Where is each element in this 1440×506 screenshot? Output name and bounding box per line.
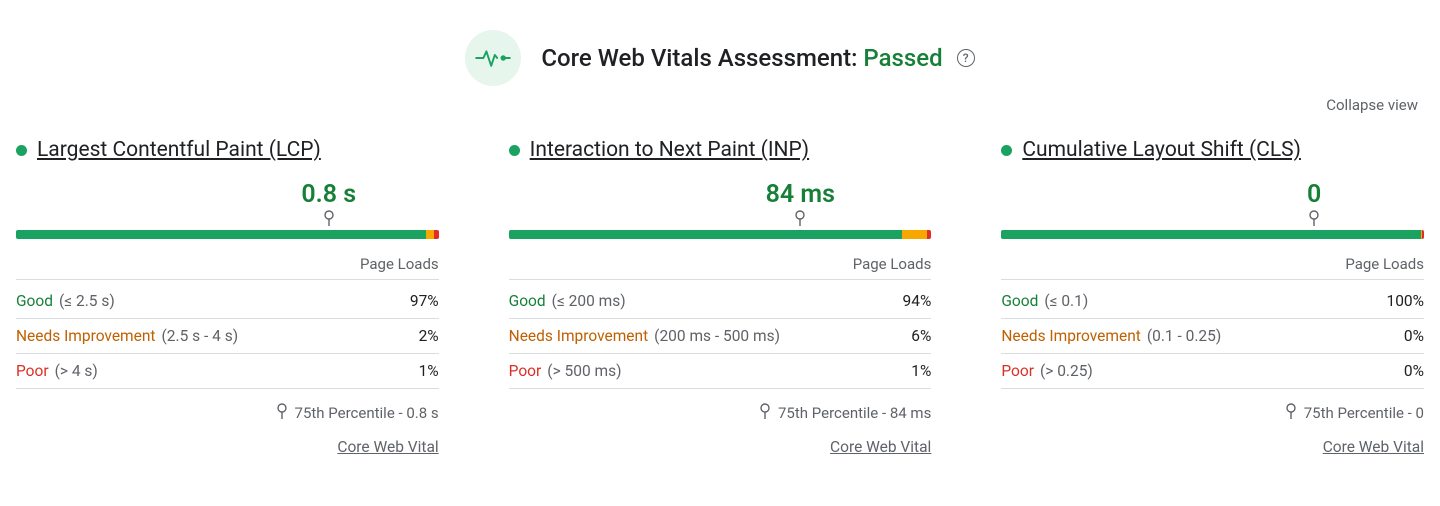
metrics-grid: Largest Contentful Paint (LCP) 0.8 s Page … <box>10 138 1430 456</box>
segment-good <box>509 230 902 239</box>
status-dot <box>509 145 520 156</box>
pulse-icon <box>475 46 511 70</box>
percentile-pin-icon <box>1286 403 1296 423</box>
percentile-pin-icon <box>760 403 770 423</box>
range-row-good: Good (≤ 200 ms) 94% <box>509 284 932 319</box>
status-dot <box>1001 145 1012 156</box>
range-name: Needs Improvement <box>1001 327 1141 345</box>
range-threshold: (≤ 0.1) <box>1044 292 1088 310</box>
assessment-status: Passed <box>863 44 942 72</box>
segment-good <box>1001 230 1420 239</box>
range-pct: 0% <box>1404 327 1424 345</box>
marker-zone: 84 ms <box>509 180 932 230</box>
metric-name-link[interactable]: Largest Contentful Paint (LCP) <box>37 138 321 162</box>
range-name: Needs Improvement <box>509 327 649 345</box>
range-threshold: (> 500 ms) <box>547 362 621 380</box>
core-web-vital-link[interactable]: Core Web Vital <box>337 438 438 456</box>
metric-value: 84 ms <box>766 180 835 209</box>
range-name: Poor <box>16 362 49 380</box>
segment-poor <box>434 230 438 239</box>
collapse-row: Collapse view <box>10 91 1430 138</box>
status-dot <box>16 145 27 156</box>
range-pct: 2% <box>419 327 439 345</box>
core-web-vital-link[interactable]: Core Web Vital <box>830 438 931 456</box>
range-name: Poor <box>509 362 542 380</box>
percentile-text: 75th Percentile - 0.8 s <box>295 404 439 422</box>
range-name: Good <box>16 292 53 310</box>
help-icon[interactable]: ? <box>957 49 975 67</box>
range-row-poor: Poor (> 4 s) 1% <box>16 354 439 389</box>
core-web-vital-link[interactable]: Core Web Vital <box>1323 438 1424 456</box>
range-row-good: Good (≤ 2.5 s) 97% <box>16 284 439 319</box>
page-loads-header: Page Loads <box>1001 239 1424 280</box>
range-pct: 0% <box>1404 362 1424 380</box>
range-threshold: (200 ms - 500 ms) <box>654 327 780 345</box>
metric-card-lcp: Largest Contentful Paint (LCP) 0.8 s Page … <box>16 138 439 456</box>
metric-name-link[interactable]: Cumulative Layout Shift (CLS) <box>1022 138 1301 162</box>
range-row-poor: Poor (> 0.25) 0% <box>1001 354 1424 389</box>
range-pct: 97% <box>410 292 439 310</box>
range-pct: 1% <box>911 362 931 380</box>
range-threshold: (> 4 s) <box>55 362 98 380</box>
percentile-row: 75th Percentile - 84 ms <box>509 389 932 431</box>
collapse-view-link[interactable]: Collapse view <box>1326 96 1418 114</box>
range-name: Good <box>1001 292 1038 310</box>
marker-zone: 0.8 s <box>16 180 439 230</box>
metric-card-inp: Interaction to Next Paint (INP) 84 ms Page… <box>509 138 932 456</box>
marker-pin-icon <box>795 210 805 230</box>
range-pct: 100% <box>1386 292 1424 310</box>
segment-good <box>16 230 426 239</box>
metric-card-cls: Cumulative Layout Shift (CLS)0 Page Loads… <box>1001 138 1424 456</box>
range-row-need: Needs Improvement (200 ms - 500 ms) 6% <box>509 319 932 354</box>
assessment-title: Core Web Vitals Assessment: Passed ? <box>541 44 974 72</box>
range-threshold: (≤ 200 ms) <box>552 292 626 310</box>
range-pct: 1% <box>419 362 439 380</box>
page-loads-header: Page Loads <box>16 239 439 280</box>
metric-value: 0.8 s <box>301 180 356 209</box>
percentile-row: 75th Percentile - 0.8 s <box>16 389 439 431</box>
distribution-bar <box>16 230 439 239</box>
range-name: Needs Improvement <box>16 327 156 345</box>
range-row-poor: Poor (> 500 ms) 1% <box>509 354 932 389</box>
marker-pin-icon <box>1309 210 1319 230</box>
distribution-bar <box>1001 230 1424 239</box>
range-row-good: Good (≤ 0.1) 100% <box>1001 284 1424 319</box>
percentile-row: 75th Percentile - 0 <box>1001 389 1424 431</box>
range-pct: 94% <box>903 292 932 310</box>
segment-need <box>426 230 434 239</box>
marker-zone: 0 <box>1001 180 1424 230</box>
range-name: Poor <box>1001 362 1034 380</box>
percentile-text: 75th Percentile - 84 ms <box>778 404 931 422</box>
range-threshold: (0.1 - 0.25) <box>1147 327 1221 345</box>
segment-need <box>902 230 927 239</box>
assessment-title-prefix: Core Web Vitals Assessment: <box>541 44 857 72</box>
metric-value: 0 <box>1307 180 1321 209</box>
segment-poor <box>1422 230 1424 239</box>
percentile-pin-icon <box>277 403 287 423</box>
range-threshold: (> 0.25) <box>1040 362 1093 380</box>
distribution-bar <box>509 230 932 239</box>
range-pct: 6% <box>911 327 931 345</box>
marker-pin-icon <box>324 210 334 230</box>
range-threshold: (2.5 s - 4 s) <box>162 327 239 345</box>
page-loads-header: Page Loads <box>509 239 932 280</box>
percentile-text: 75th Percentile - 0 <box>1304 404 1424 422</box>
metric-name-link[interactable]: Interaction to Next Paint (INP) <box>530 138 809 162</box>
range-row-need: Needs Improvement (2.5 s - 4 s) 2% <box>16 319 439 354</box>
range-row-need: Needs Improvement (0.1 - 0.25) 0% <box>1001 319 1424 354</box>
range-name: Good <box>509 292 546 310</box>
range-threshold: (≤ 2.5 s) <box>59 292 115 310</box>
pulse-badge <box>465 30 521 86</box>
segment-poor <box>927 230 931 239</box>
assessment-header: Core Web Vitals Assessment: Passed ? <box>10 20 1430 91</box>
